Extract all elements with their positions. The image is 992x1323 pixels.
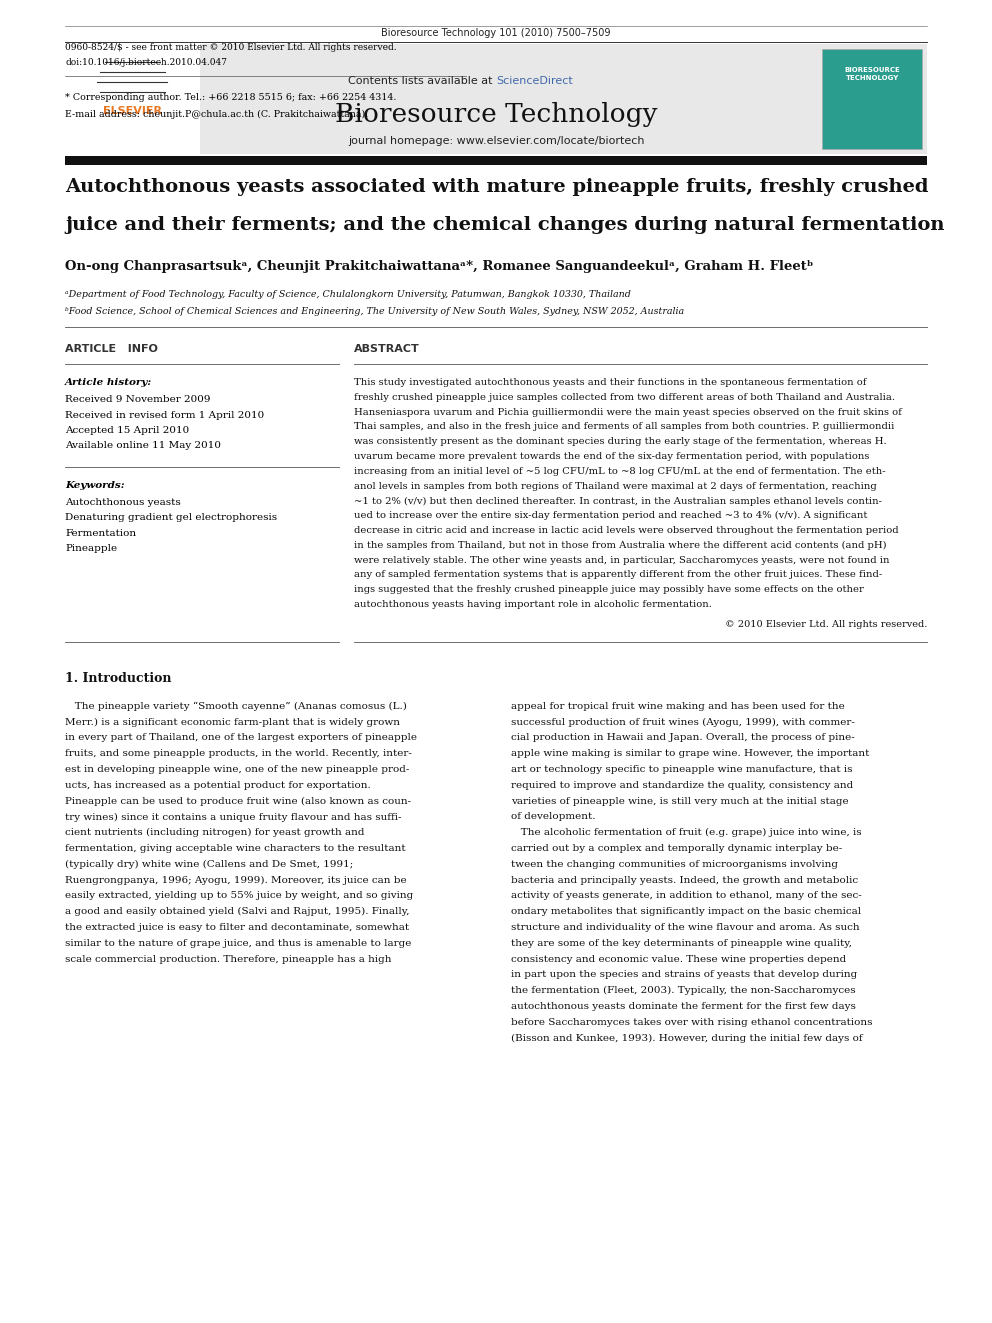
Text: * Corresponding author. Tel.: +66 2218 5515 6; fax: +66 2254 4314.: * Corresponding author. Tel.: +66 2218 5… (65, 93, 397, 102)
Text: in every part of Thailand, one of the largest exporters of pineapple: in every part of Thailand, one of the la… (65, 733, 417, 742)
Text: the fermentation (Fleet, 2003). Typically, the non-Saccharomyces: the fermentation (Fleet, 2003). Typicall… (511, 986, 856, 995)
Text: were relatively stable. The other wine yeasts and, in particular, Saccharomyces : were relatively stable. The other wine y… (354, 556, 889, 565)
Text: Thai samples, and also in the fresh juice and ferments of all samples from both : Thai samples, and also in the fresh juic… (354, 422, 894, 431)
Text: The alcoholic fermentation of fruit (e.g. grape) juice into wine, is: The alcoholic fermentation of fruit (e.g… (511, 828, 862, 837)
Text: ScienceDirect: ScienceDirect (496, 75, 572, 86)
Text: autochthonous yeasts having important role in alcoholic fermentation.: autochthonous yeasts having important ro… (354, 601, 711, 609)
Text: 1. Introduction: 1. Introduction (65, 672, 172, 685)
Bar (65, 44, 927, 153)
Text: est in developing pineapple wine, one of the new pineapple prod-: est in developing pineapple wine, one of… (65, 765, 410, 774)
Text: was consistently present as the dominant species during the early stage of the f: was consistently present as the dominant… (354, 437, 887, 446)
Text: before Saccharomyces takes over with rising ethanol concentrations: before Saccharomyces takes over with ris… (511, 1017, 873, 1027)
Text: consistency and economic value. These wine properties depend: consistency and economic value. These wi… (511, 955, 846, 963)
Text: Bioresource Technology: Bioresource Technology (334, 102, 658, 127)
Text: On-ong Chanprasartsukᵃ, Cheunjit Prakitchaiwattanaᵃ*, Romanee Sanguandeekulᵃ, Gr: On-ong Chanprasartsukᵃ, Cheunjit Prakitc… (65, 261, 813, 273)
Text: Fermentation: Fermentation (65, 529, 136, 538)
Text: tween the changing communities of microorganisms involving: tween the changing communities of microo… (511, 860, 838, 869)
Text: ucts, has increased as a potential product for exportation.: ucts, has increased as a potential produ… (65, 781, 371, 790)
Text: fermentation, giving acceptable wine characters to the resultant: fermentation, giving acceptable wine cha… (65, 844, 406, 853)
Text: Merr.) is a significant economic farm-plant that is widely grown: Merr.) is a significant economic farm-pl… (65, 717, 400, 726)
Text: Autochthonous yeasts: Autochthonous yeasts (65, 497, 181, 507)
Text: Denaturing gradient gel electrophoresis: Denaturing gradient gel electrophoresis (65, 513, 277, 523)
Text: Autochthonous yeasts associated with mature pineapple fruits, freshly crushed: Autochthonous yeasts associated with mat… (65, 179, 929, 196)
Text: Bioresource Technology 101 (2010) 7500–7509: Bioresource Technology 101 (2010) 7500–7… (381, 28, 611, 38)
Text: anol levels in samples from both regions of Thailand were maximal at 2 days of f: anol levels in samples from both regions… (354, 482, 877, 491)
Text: activity of yeasts generate, in addition to ethanol, many of the sec-: activity of yeasts generate, in addition… (511, 892, 862, 901)
Text: (typically dry) white wine (Callens and De Smet, 1991;: (typically dry) white wine (Callens and … (65, 860, 353, 869)
Text: E-mail address: cheunjit.P@chula.ac.th (C. Prakitchaiwattana).: E-mail address: cheunjit.P@chula.ac.th (… (65, 110, 368, 119)
Bar (65, 156, 927, 164)
Text: in the samples from Thailand, but not in those from Australia where the differen: in the samples from Thailand, but not in… (354, 541, 887, 550)
Text: autochthonous yeasts dominate the ferment for the first few days: autochthonous yeasts dominate the fermen… (511, 1002, 856, 1011)
Text: freshly crushed pineapple juice samples collected from two different areas of bo: freshly crushed pineapple juice samples … (354, 393, 895, 402)
Text: ings suggested that the freshly crushed pineapple juice may possibly have some e: ings suggested that the freshly crushed … (354, 585, 864, 594)
Text: BIORESOURCE
TECHNOLOGY: BIORESOURCE TECHNOLOGY (844, 67, 900, 81)
Text: similar to the nature of grape juice, and thus is amenable to large: similar to the nature of grape juice, an… (65, 939, 412, 947)
Text: ondary metabolites that significantly impact on the basic chemical: ondary metabolites that significantly im… (511, 908, 861, 917)
Text: Pineapple can be used to produce fruit wine (also known as coun-: Pineapple can be used to produce fruit w… (65, 796, 411, 806)
Text: The pineapple variety “Smooth cayenne” (Ananas comosus (L.): The pineapple variety “Smooth cayenne” (… (65, 701, 407, 712)
Text: Pineapple: Pineapple (65, 545, 117, 553)
Text: structure and individuality of the wine flavour and aroma. As such: structure and individuality of the wine … (511, 923, 860, 931)
Text: juice and their ferments; and the chemical changes during natural fermentation: juice and their ferments; and the chemic… (65, 216, 944, 234)
Text: ~1 to 2% (v/v) but then declined thereafter. In contrast, in the Australian samp: ~1 to 2% (v/v) but then declined thereaf… (354, 496, 882, 505)
Text: Hanseniaspora uvarum and Pichia guilliermondii were the main yeast species obser: Hanseniaspora uvarum and Pichia guillier… (354, 407, 902, 417)
Text: ᵇFood Science, School of Chemical Sciences and Engineering, The University of Ne: ᵇFood Science, School of Chemical Scienc… (65, 307, 684, 316)
Text: try wines) since it contains a unique fruity flavour and has suffi-: try wines) since it contains a unique fr… (65, 812, 402, 822)
Text: journal homepage: www.elsevier.com/locate/biortech: journal homepage: www.elsevier.com/locat… (348, 136, 644, 146)
Text: This study investigated autochthonous yeasts and their functions in the spontane: This study investigated autochthonous ye… (354, 378, 866, 388)
Text: fruits, and some pineapple products, in the world. Recently, inter-: fruits, and some pineapple products, in … (65, 749, 412, 758)
Text: ELSEVIER: ELSEVIER (102, 106, 162, 116)
Bar (65, 44, 200, 153)
Text: ued to increase over the entire six-day fermentation period and reached ~3 to 4%: ued to increase over the entire six-day … (354, 511, 867, 520)
Text: decrease in citric acid and increase in lactic acid levels were observed through: decrease in citric acid and increase in … (354, 527, 899, 534)
Text: doi:10.1016/j.biortech.2010.04.047: doi:10.1016/j.biortech.2010.04.047 (65, 58, 227, 67)
Text: (Bisson and Kunkee, 1993). However, during the initial few days of: (Bisson and Kunkee, 1993). However, duri… (511, 1033, 863, 1043)
Text: required to improve and standardize the quality, consistency and: required to improve and standardize the … (511, 781, 853, 790)
Text: Received 9 November 2009: Received 9 November 2009 (65, 396, 210, 404)
Text: ARTICLE   INFO: ARTICLE INFO (65, 344, 158, 355)
Text: Article history:: Article history: (65, 378, 152, 388)
Text: Received in revised form 1 April 2010: Received in revised form 1 April 2010 (65, 410, 264, 419)
Text: successful production of fruit wines (Ayogu, 1999), with commer-: successful production of fruit wines (Ay… (511, 717, 855, 726)
Text: art or technology specific to pineapple wine manufacture, that is: art or technology specific to pineapple … (511, 765, 852, 774)
Text: apple wine making is similar to grape wine. However, the important: apple wine making is similar to grape wi… (511, 749, 869, 758)
Text: ᵃDepartment of Food Technology, Faculty of Science, Chulalongkorn University, Pa: ᵃDepartment of Food Technology, Faculty … (65, 290, 631, 299)
Text: scale commercial production. Therefore, pineapple has a high: scale commercial production. Therefore, … (65, 955, 392, 963)
Text: Keywords:: Keywords: (65, 482, 125, 490)
Text: bacteria and principally yeasts. Indeed, the growth and metabolic: bacteria and principally yeasts. Indeed,… (511, 876, 858, 885)
Text: Ruengrongpanya, 1996; Ayogu, 1999). Moreover, its juice can be: Ruengrongpanya, 1996; Ayogu, 1999). More… (65, 876, 407, 885)
Text: of development.: of development. (511, 812, 595, 822)
Text: increasing from an initial level of ~5 log CFU/mL to ~8 log CFU/mL at the end of: increasing from an initial level of ~5 l… (354, 467, 886, 476)
Text: Available online 11 May 2010: Available online 11 May 2010 (65, 442, 221, 451)
Text: © 2010 Elsevier Ltd. All rights reserved.: © 2010 Elsevier Ltd. All rights reserved… (724, 619, 927, 628)
Bar (822, 49, 922, 149)
Text: ABSTRACT: ABSTRACT (354, 344, 420, 355)
Text: carried out by a complex and temporally dynamic interplay be-: carried out by a complex and temporally … (511, 844, 842, 853)
Text: 0960-8524/$ - see front matter © 2010 Elsevier Ltd. All rights reserved.: 0960-8524/$ - see front matter © 2010 El… (65, 44, 397, 52)
Text: a good and easily obtained yield (Salvi and Rajput, 1995). Finally,: a good and easily obtained yield (Salvi … (65, 908, 410, 917)
Text: Accepted 15 April 2010: Accepted 15 April 2010 (65, 426, 189, 435)
Text: cial production in Hawaii and Japan. Overall, the process of pine-: cial production in Hawaii and Japan. Ove… (511, 733, 855, 742)
Text: varieties of pineapple wine, is still very much at the initial stage: varieties of pineapple wine, is still ve… (511, 796, 848, 806)
Text: they are some of the key determinants of pineapple wine quality,: they are some of the key determinants of… (511, 939, 852, 947)
Text: easily extracted, yielding up to 55% juice by weight, and so giving: easily extracted, yielding up to 55% jui… (65, 892, 414, 901)
Text: Contents lists available at: Contents lists available at (348, 75, 496, 86)
Text: cient nutrients (including nitrogen) for yeast growth and: cient nutrients (including nitrogen) for… (65, 828, 364, 837)
Text: any of sampled fermentation systems that is apparently different from the other : any of sampled fermentation systems that… (354, 570, 882, 579)
Text: uvarum became more prevalent towards the end of the six-day fermentation period,: uvarum became more prevalent towards the… (354, 452, 869, 460)
Text: in part upon the species and strains of yeasts that develop during: in part upon the species and strains of … (511, 970, 857, 979)
Text: appeal for tropical fruit wine making and has been used for the: appeal for tropical fruit wine making an… (511, 701, 845, 710)
Text: the extracted juice is easy to filter and decontaminate, somewhat: the extracted juice is easy to filter an… (65, 923, 409, 931)
